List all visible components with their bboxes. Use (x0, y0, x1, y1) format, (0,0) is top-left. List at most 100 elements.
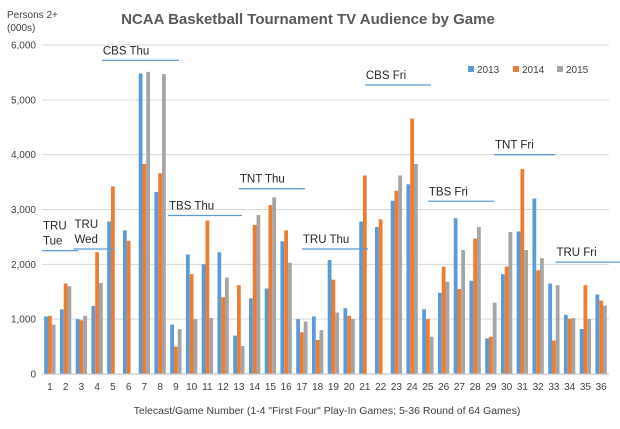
bar-2015-game-16 (288, 262, 292, 374)
bar-2014-game-3 (79, 320, 84, 374)
bar-2013-game-36 (595, 294, 600, 374)
y-axis-label-line-1: Persons 2+ (7, 10, 58, 21)
bar-2013-game-8 (154, 191, 159, 374)
chart-title: NCAA Basketball Tournament TV Audience b… (121, 11, 495, 28)
y-axis-ticks: 0 1,000 2,000 3,000 4,000 5,000 6,000 (11, 41, 36, 381)
legend-swatch-2015 (557, 66, 563, 72)
bar-2014-game-22 (378, 219, 383, 374)
x-tick-label: 19 (328, 382, 340, 393)
bar-2014-game-2 (63, 283, 68, 374)
bar-2015-game-32 (540, 258, 544, 374)
bar-2014-game-6 (126, 240, 131, 374)
bar-2014-game-24 (410, 118, 415, 374)
x-tick-label: 34 (564, 382, 576, 393)
bar-2014-game-5 (110, 186, 115, 374)
x-tick-label: 26 (438, 382, 450, 393)
bar-2014-game-12 (221, 297, 226, 374)
bar-2013-game-28 (469, 280, 474, 374)
x-tick-label: 10 (186, 382, 198, 393)
bar-2015-game-1 (51, 324, 56, 374)
x-tick-label: 33 (548, 382, 560, 393)
annotation-label: TRU (75, 219, 99, 231)
x-tick-label: 35 (580, 382, 592, 393)
annotation-label: TRU Thu (303, 234, 349, 246)
bar-2015-game-36 (603, 305, 607, 374)
annotations: TRU Tue TRU Wed CBS Thu TBS Thu TNT Thu TRU Thu… (42, 45, 620, 263)
bar-2014-game-33 (551, 340, 556, 374)
bar-2015-game-11 (209, 318, 214, 374)
bar-2013-game-24 (406, 184, 411, 374)
bar-2015-game-30 (508, 231, 513, 374)
x-tick-label: 36 (596, 382, 608, 393)
bar-2014-game-9 (173, 346, 178, 374)
bar-2013-game-17 (296, 319, 300, 374)
bar-2015-game-4 (99, 282, 103, 374)
annotation-label: TRU (43, 221, 67, 233)
bar-2013-game-22 (374, 227, 379, 374)
x-tick-label: 18 (312, 382, 324, 393)
bar-2014-game-29 (488, 336, 493, 374)
x-tick-label: 3 (79, 382, 85, 393)
x-tick-label: 7 (142, 382, 148, 393)
x-tick-label: 31 (517, 382, 529, 393)
bar-2015-game-2 (67, 286, 72, 374)
legend: 2013 2014 2015 (468, 65, 589, 76)
x-tick-label: 27 (454, 382, 466, 393)
x-tick-label: 9 (173, 382, 179, 393)
bar-2015-game-24 (414, 163, 418, 374)
x-tick-label: 22 (375, 382, 387, 393)
bar-2014-game-26 (441, 266, 446, 374)
bar-2014-game-17 (299, 332, 304, 374)
bar-2013-game-13 (233, 335, 237, 374)
annotation-label: TRU Fri (556, 247, 596, 259)
bar-2014-game-23 (394, 190, 399, 374)
bar-2014-game-25 (425, 319, 430, 374)
bar-2014-game-15 (268, 205, 273, 374)
bar-2015-game-8 (162, 74, 166, 374)
bar-2013-game-25 (422, 309, 426, 374)
bar-2013-game-23 (390, 200, 395, 374)
bar-2013-game-7 (138, 73, 143, 374)
bar-2015-game-23 (398, 175, 403, 374)
bar-2014-game-27 (457, 289, 462, 374)
bar-2015-game-15 (272, 197, 277, 374)
bar-2015-game-35 (587, 319, 592, 374)
bar-2015-game-26 (445, 281, 450, 374)
bar-2015-game-9 (177, 329, 182, 374)
x-tick-label: 29 (485, 382, 497, 393)
gridlines (42, 44, 609, 320)
bar-2015-game-33 (555, 285, 560, 374)
bar-2014-game-1 (47, 315, 52, 374)
bar-2015-game-3 (83, 315, 88, 374)
y-tick-label: 3,000 (11, 205, 36, 216)
bar-2013-game-18 (311, 316, 316, 374)
x-axis-title: Telecast/Game Number (1-4 "First Four" P… (134, 405, 521, 417)
annotation-label: CBS Thu (103, 45, 149, 57)
annotation-label: TBS Fri (429, 186, 468, 198)
bar-2014-game-7 (142, 163, 147, 374)
legend-label-2014: 2014 (522, 65, 545, 76)
bar-2013-game-10 (185, 254, 190, 374)
bar-2015-game-13 (240, 346, 245, 374)
bar-2014-game-30 (504, 266, 509, 374)
bar-2015-game-29 (492, 302, 497, 374)
x-tick-label: 25 (422, 382, 434, 393)
x-tick-label: 16 (281, 382, 293, 393)
bar-2013-game-14 (248, 298, 253, 374)
bar-2014-game-20 (347, 315, 352, 374)
legend-swatch-2014 (513, 66, 519, 72)
legend-swatch-2013 (468, 66, 474, 72)
x-tick-label: 15 (265, 382, 277, 393)
bar-2015-game-31 (524, 250, 529, 374)
bar-2014-game-4 (95, 252, 100, 374)
x-tick-label: 20 (344, 382, 356, 393)
bar-2015-game-12 (225, 277, 229, 374)
bar-2014-game-16 (284, 230, 289, 374)
x-tick-label: 21 (359, 382, 371, 393)
x-tick-label: 32 (533, 382, 545, 393)
bar-2014-game-14 (252, 224, 257, 374)
x-tick-label: 6 (126, 382, 132, 393)
bar-2014-game-21 (362, 175, 367, 374)
x-tick-label: 4 (94, 382, 100, 393)
